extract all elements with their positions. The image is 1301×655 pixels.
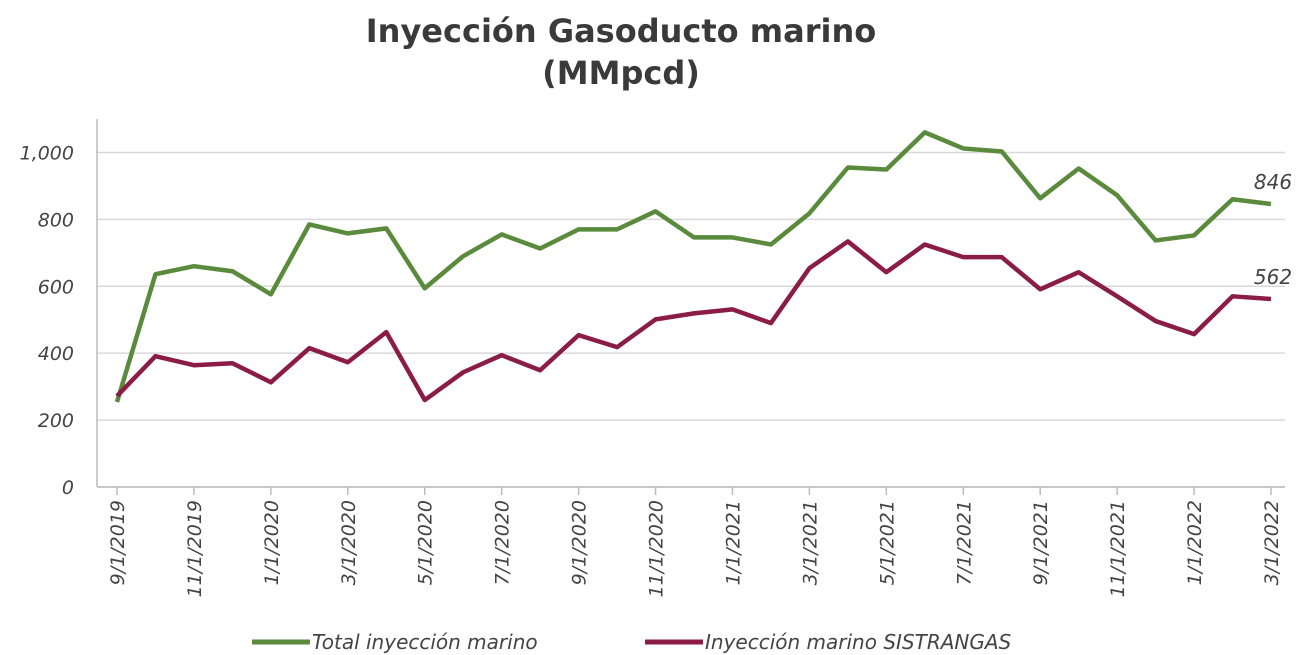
y-tick-label: 400 [38, 343, 74, 365]
legend-label: Inyección marino SISTRANGAS [705, 630, 1012, 654]
x-tick-label: 5/1/2021 [876, 500, 898, 585]
legend-label: Total inyección marino [312, 630, 538, 654]
x-tick-label: 1/1/2020 [261, 500, 283, 585]
y-tick-label: 0 [62, 477, 74, 499]
x-tick-label: 9/1/2019 [107, 500, 129, 585]
data-label: 562 [1254, 265, 1292, 289]
series-line [115, 239, 1272, 403]
x-tick-label: 1/1/2022 [1184, 500, 1206, 585]
x-tick-label: 5/1/2020 [415, 500, 437, 585]
x-tick-label: 7/1/2020 [492, 500, 514, 585]
chart-subtitle: (MMpcd) [542, 54, 700, 92]
x-tick-label: 3/1/2020 [338, 500, 360, 585]
x-tick-label: 1/1/2021 [722, 500, 744, 585]
y-tick-label: 600 [38, 276, 74, 298]
data-label: 846 [1254, 170, 1292, 194]
x-tick-label: 3/1/2021 [799, 500, 821, 585]
series-line [114, 130, 1272, 403]
y-tick-label: 800 [38, 209, 74, 231]
x-tick-label: 3/1/2022 [1261, 500, 1283, 585]
chart-title: Inyección Gasoducto marino [366, 12, 876, 50]
x-tick-label: 11/1/2020 [646, 500, 668, 597]
y-tick-label: 200 [38, 410, 74, 432]
x-tick-label: 11/1/2021 [1107, 500, 1129, 597]
y-tick-label: 1,000 [20, 142, 74, 164]
x-tick-label: 9/1/2020 [569, 500, 591, 585]
x-tick-label: 7/1/2021 [953, 500, 975, 585]
x-tick-label: 9/1/2021 [1030, 500, 1052, 585]
x-tick-label: 11/1/2019 [184, 500, 206, 597]
